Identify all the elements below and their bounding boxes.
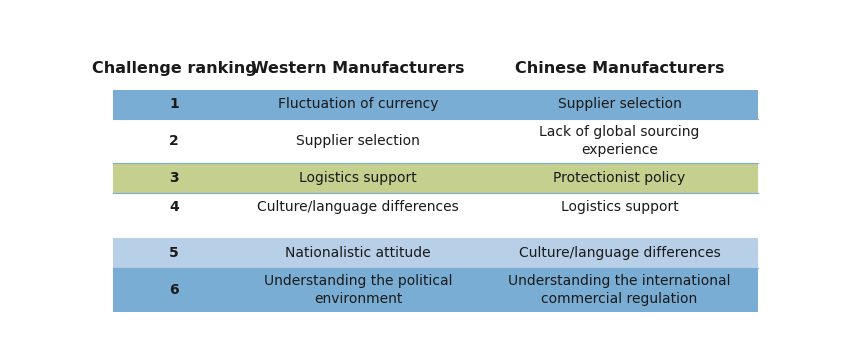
Text: Understanding the political
environment: Understanding the political environment — [264, 274, 452, 305]
Text: 1: 1 — [169, 97, 179, 111]
Bar — [113, 238, 758, 268]
Text: 5: 5 — [169, 246, 179, 260]
Text: Understanding the international
commercial regulation: Understanding the international commerci… — [508, 274, 731, 305]
Bar — [113, 119, 758, 163]
Text: Culture/language differences: Culture/language differences — [518, 246, 721, 260]
Text: Protectionist policy: Protectionist policy — [553, 171, 686, 185]
Text: Logistics support: Logistics support — [299, 171, 417, 185]
Text: Supplier selection: Supplier selection — [296, 134, 420, 148]
Bar — [113, 48, 758, 89]
Text: Logistics support: Logistics support — [561, 200, 678, 214]
Text: Fluctuation of currency: Fluctuation of currency — [278, 97, 439, 111]
Bar — [113, 90, 758, 119]
Text: 3: 3 — [169, 171, 179, 185]
Text: 4: 4 — [169, 200, 179, 214]
Text: Supplier selection: Supplier selection — [558, 97, 682, 111]
Text: Challenge ranking: Challenge ranking — [92, 61, 257, 76]
Text: Western Manufacturers: Western Manufacturers — [252, 61, 465, 76]
Bar — [113, 268, 758, 312]
Text: Nationalistic attitude: Nationalistic attitude — [286, 246, 431, 260]
Text: 6: 6 — [169, 283, 179, 297]
Text: Chinese Manufacturers: Chinese Manufacturers — [515, 61, 724, 76]
Text: Lack of global sourcing
experience: Lack of global sourcing experience — [540, 125, 700, 157]
Bar — [113, 163, 758, 193]
Bar — [113, 193, 758, 222]
Text: 2: 2 — [169, 134, 179, 148]
Text: Culture/language differences: Culture/language differences — [258, 200, 459, 214]
